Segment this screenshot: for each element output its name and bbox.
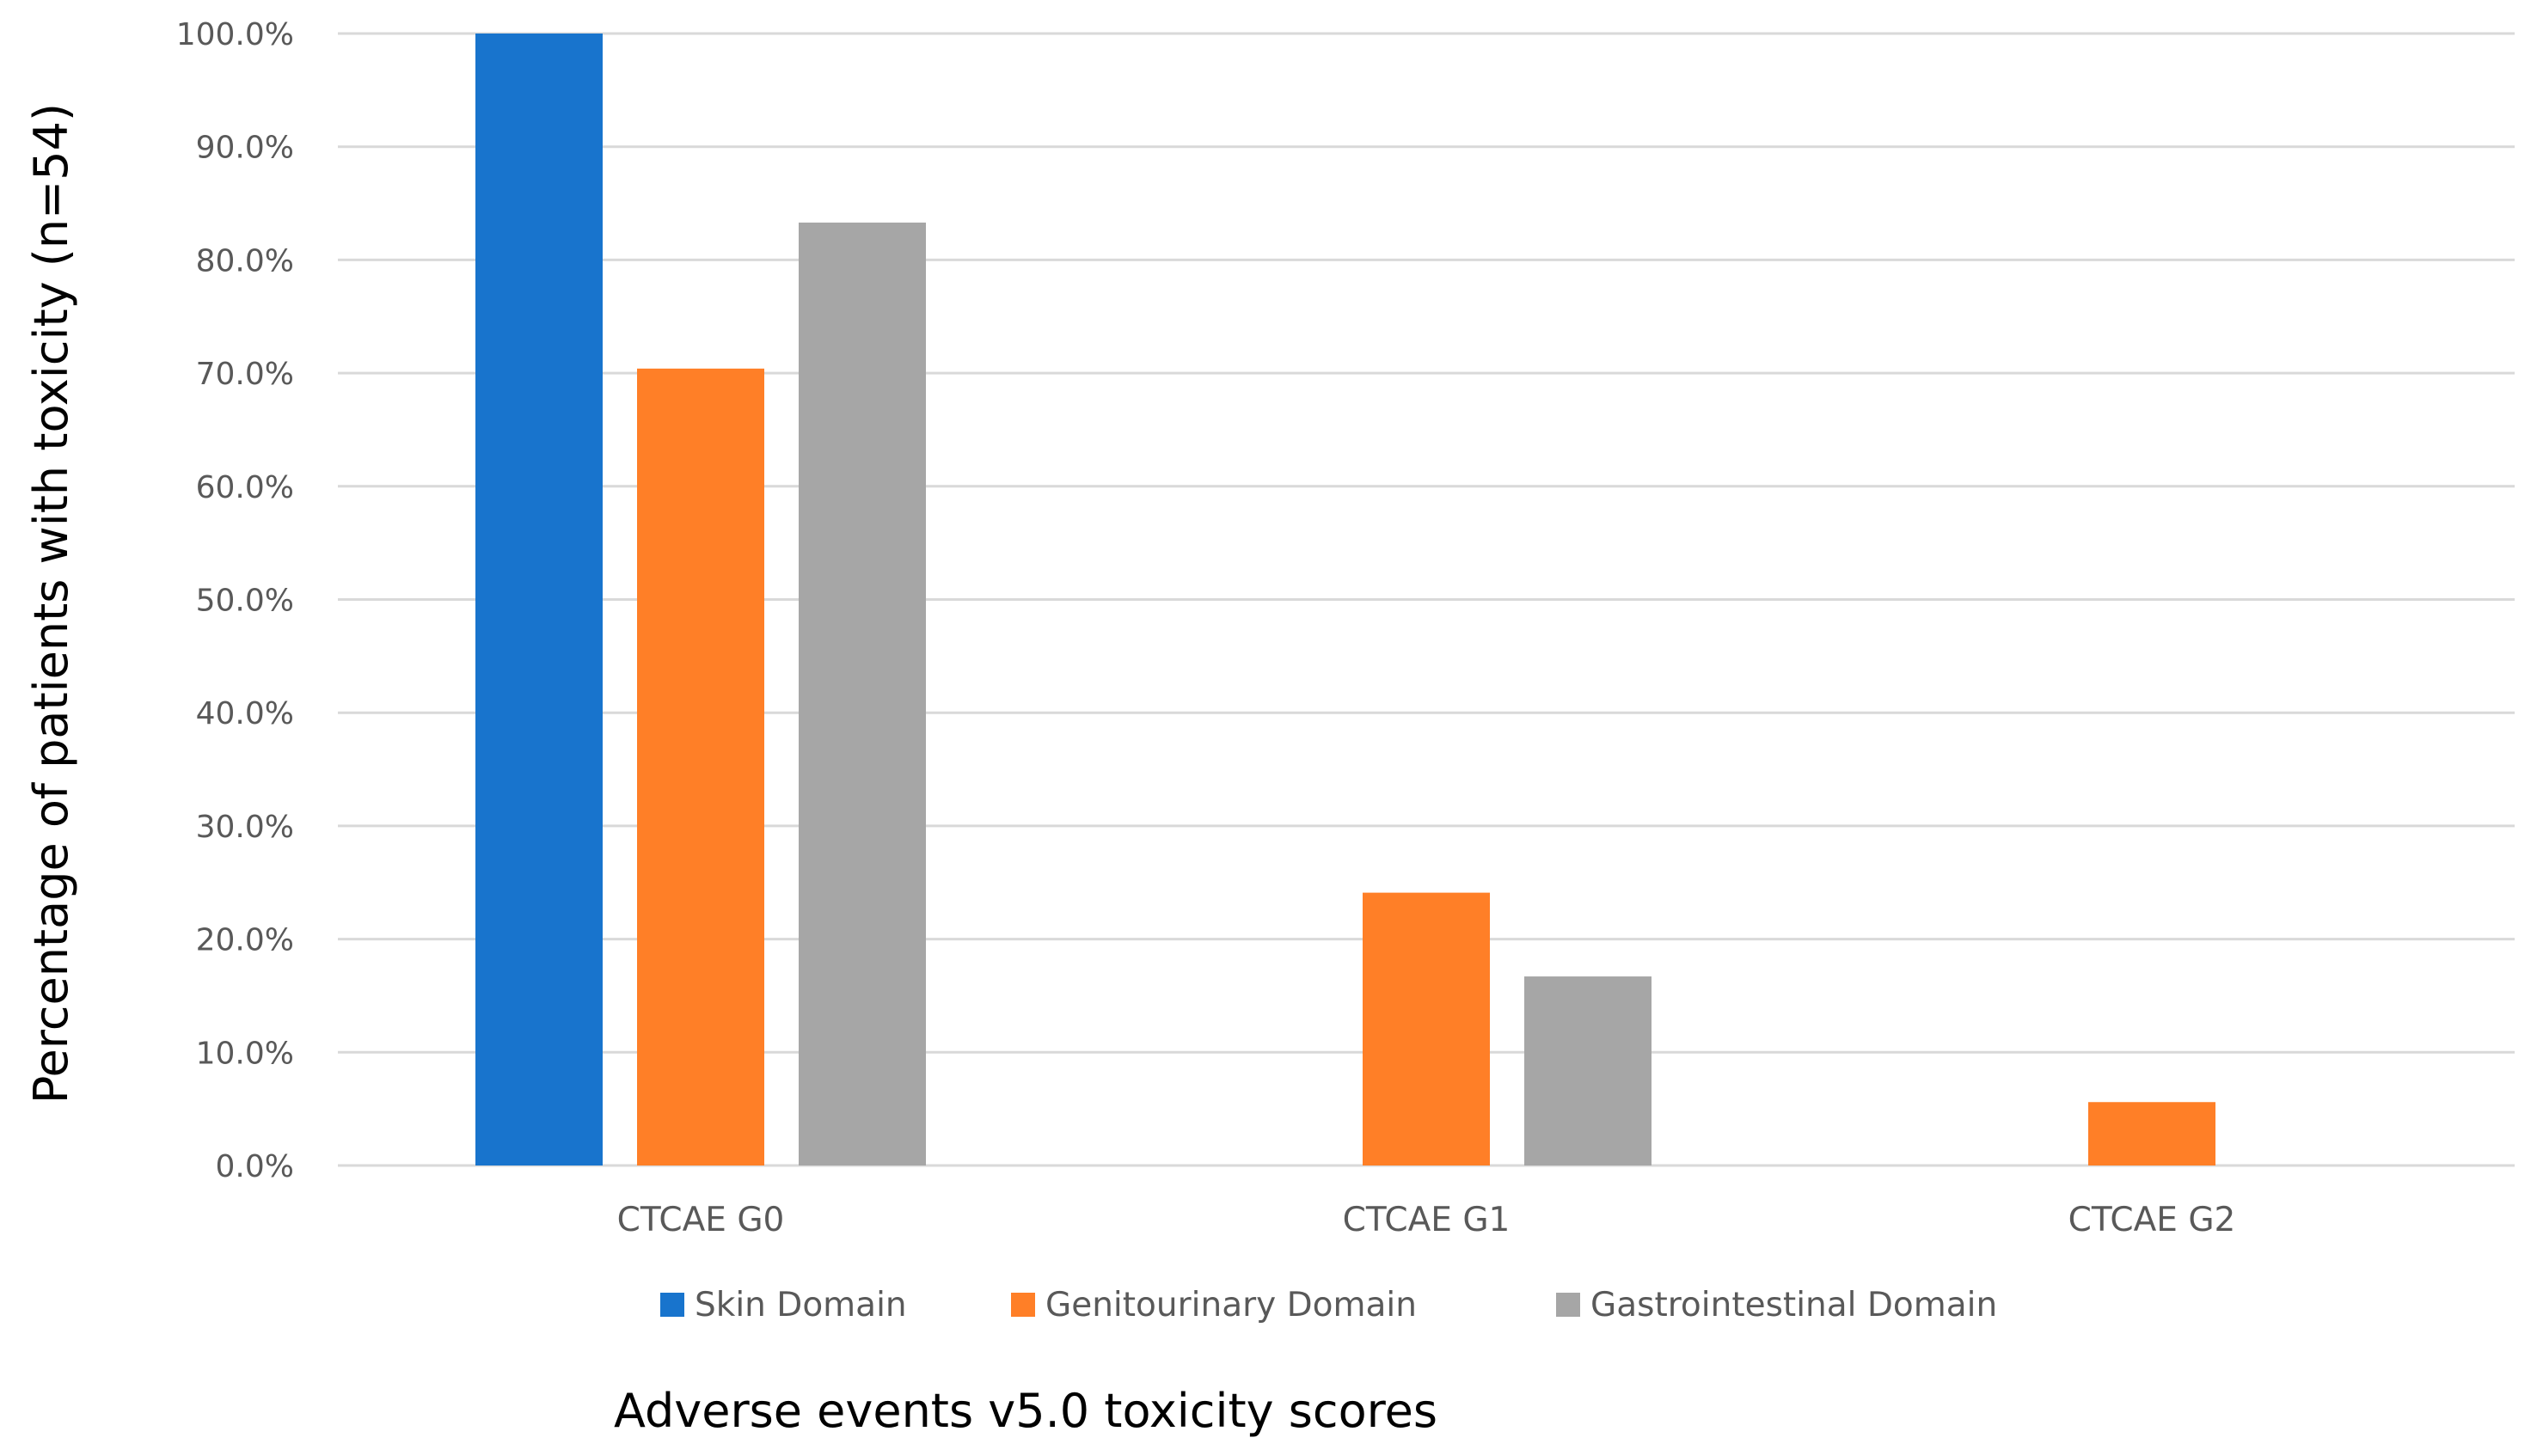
legend-swatch <box>1011 1293 1035 1317</box>
legend: Skin Domain Genitourinary Domain Gastroint… <box>660 1286 1997 1324</box>
y-tick-label: 40.0% <box>196 696 294 731</box>
y-axis-ticks: 0.0% 10.0% 20.0% 30.0% 40.0% 50.0% 60.0% 70.0% 8… <box>176 17 294 1184</box>
y-tick-label: 30.0% <box>196 810 294 845</box>
x-category-label: CTCAE G0 <box>617 1201 785 1239</box>
x-axis-title: Adverse events v5.0 toxicity scores <box>614 1384 1437 1438</box>
y-tick-label: 90.0% <box>196 131 294 166</box>
x-category-label: CTCAE G2 <box>2068 1201 2236 1239</box>
bars <box>475 34 2215 1166</box>
y-tick-label: 60.0% <box>196 470 294 505</box>
y-tick-label: 80.0% <box>196 243 294 278</box>
legend-swatch <box>660 1293 684 1317</box>
y-tick-label: 10.0% <box>196 1036 294 1071</box>
bar-genitourinary-domain-ctcae-g1 <box>1363 892 1490 1165</box>
y-tick-label: 100.0% <box>176 17 294 52</box>
legend-label: Skin Domain <box>695 1286 907 1324</box>
x-category-label: CTCAE G1 <box>1343 1201 1511 1239</box>
bar-genitourinary-domain-ctcae-g0 <box>637 368 764 1165</box>
bar-genitourinary-domain-ctcae-g2 <box>2088 1102 2215 1165</box>
bar-gastrointestinal-domain-ctcae-g1 <box>1524 976 1652 1165</box>
y-tick-label: 70.0% <box>196 357 294 392</box>
y-axis-title: Percentage of patients with toxicity (n=… <box>24 103 78 1104</box>
bar-gastrointestinal-domain-ctcae-g0 <box>799 222 926 1166</box>
legend-label: Gastrointestinal Domain <box>1590 1286 1997 1324</box>
y-tick-label: 20.0% <box>196 923 294 958</box>
y-tick-label: 0.0% <box>216 1149 294 1184</box>
legend-swatch <box>1556 1293 1580 1317</box>
bar-skin-domain-ctcae-g0 <box>475 34 603 1165</box>
legend-label: Genitourinary Domain <box>1045 1286 1417 1324</box>
y-tick-label: 50.0% <box>196 584 294 619</box>
x-axis-categories: CTCAE G0 CTCAE G1 CTCAE G2 <box>617 1201 2236 1239</box>
